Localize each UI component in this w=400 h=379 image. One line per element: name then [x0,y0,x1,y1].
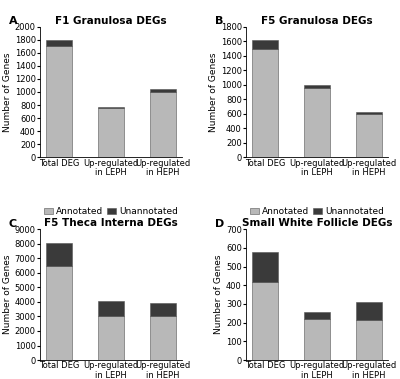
Bar [150,316,176,360]
Bar [252,282,278,360]
Bar [252,40,278,49]
Bar [46,46,72,157]
Bar [356,302,382,320]
Bar [46,266,72,360]
Y-axis label: Number of Genes: Number of Genes [3,255,12,334]
Bar [150,92,176,157]
Y-axis label: Number of Genes: Number of Genes [214,255,223,334]
Bar [304,85,330,88]
Bar [304,88,330,157]
Bar [304,312,330,319]
Bar [150,89,176,92]
Text: D: D [215,219,224,229]
Title: F5 Theca Interna DEGs: F5 Theca Interna DEGs [44,218,178,229]
Bar [356,320,382,360]
Bar [150,303,176,316]
Title: F5 Granulosa DEGs: F5 Granulosa DEGs [261,16,373,26]
Title: F1 Granulosa DEGs: F1 Granulosa DEGs [55,16,167,26]
Bar [252,49,278,157]
Legend: Annotated, Unannotated: Annotated, Unannotated [40,204,182,220]
Bar [356,111,382,114]
Bar [98,301,124,316]
Bar [252,252,278,282]
Bar [304,319,330,360]
Text: A: A [9,16,17,26]
Y-axis label: Number of Genes: Number of Genes [209,52,218,132]
Bar [98,106,124,108]
Bar [356,114,382,157]
Bar [98,108,124,157]
Bar [98,316,124,360]
Title: Small White Follicle DEGs: Small White Follicle DEGs [242,218,392,229]
Text: B: B [215,16,223,26]
Legend: Annotated, Unannotated: Annotated, Unannotated [246,204,388,220]
Bar [46,243,72,266]
Bar [46,40,72,46]
Y-axis label: Number of Genes: Number of Genes [3,52,12,132]
Text: C: C [9,219,17,229]
